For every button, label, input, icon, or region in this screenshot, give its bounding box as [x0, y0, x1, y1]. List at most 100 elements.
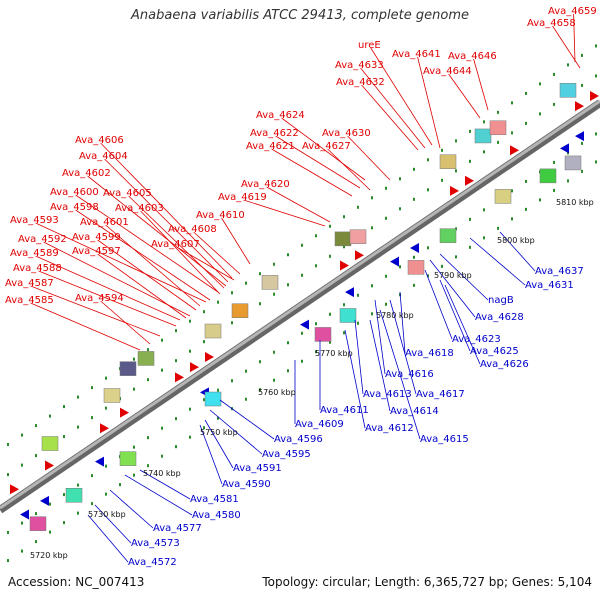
tick-mark [273, 350, 275, 354]
gene-label: Ava_4631 [525, 280, 574, 291]
tick-mark [203, 340, 205, 344]
tick-mark [483, 236, 485, 240]
gene-features [10, 83, 599, 531]
tick-mark [259, 360, 261, 364]
tick-mark [371, 196, 373, 200]
gene-label: Ava_4618 [405, 348, 454, 359]
tick-mark [385, 216, 387, 220]
tick-mark [441, 264, 443, 268]
tick-mark [77, 511, 79, 515]
leader-line [281, 117, 366, 181]
accession-text: Accession: NC_007413 [8, 575, 145, 589]
gene-label: Ava_4622 [250, 128, 299, 139]
tick-mark [77, 425, 79, 429]
leader-line [97, 239, 197, 311]
leader-line [389, 299, 417, 395]
forward-gene [575, 101, 584, 112]
tick-mark [7, 443, 9, 447]
leader-line [30, 302, 141, 351]
leader-line [221, 217, 251, 265]
tick-mark [21, 463, 23, 467]
gene-label: Ava_4581 [190, 494, 239, 505]
gene-label: Ava_4603 [115, 203, 164, 214]
tick-mark [553, 102, 555, 106]
tick-mark [273, 262, 275, 266]
forward-gene [510, 145, 519, 156]
leader-line [354, 319, 364, 395]
tick-mark [567, 63, 569, 67]
tick-mark [329, 224, 331, 228]
tick-mark [357, 293, 359, 297]
tick-mark [343, 215, 345, 219]
gene-label: Ava_4620 [241, 179, 290, 190]
gene-label: Ava_4605 [103, 188, 152, 199]
tick-mark [231, 291, 233, 295]
tick-mark [189, 435, 191, 439]
gene-label: ureE [358, 40, 381, 51]
leader-line [176, 246, 235, 281]
tick-mark [399, 265, 401, 269]
leader-line [30, 285, 161, 337]
gene-label: Ava_4627 [302, 141, 351, 152]
gene-block [474, 128, 492, 144]
leader-line [75, 194, 219, 293]
tick-mark [301, 243, 303, 247]
tick-mark [399, 177, 401, 181]
tick-mark [413, 283, 415, 287]
forward-gene [205, 352, 214, 363]
genome-backbone-highlight [0, 99, 600, 510]
forward-gene [45, 460, 54, 471]
gene-block [494, 189, 512, 204]
kbp-label: 5720 kbp [30, 551, 68, 560]
gene-label: Ava_4608 [168, 224, 217, 235]
leader-line [100, 142, 233, 279]
gene-label: Ava_4572 [128, 557, 177, 568]
label-leaders [30, 13, 581, 563]
gene-label: Ava_4619 [218, 192, 267, 203]
tick-mark [315, 322, 317, 326]
tick-mark [343, 331, 345, 335]
tick-mark [259, 388, 261, 392]
tick-mark [595, 132, 597, 136]
gene-block [204, 323, 222, 339]
tick-mark [175, 329, 177, 333]
gene-block [103, 388, 121, 403]
gene-label: Ava_4630 [322, 128, 371, 139]
tick-mark [77, 395, 79, 399]
leader-line [379, 309, 421, 440]
gene-label: Ava_4659 [548, 6, 597, 17]
gene-label: Ava_4588 [13, 263, 62, 274]
gene-label: Ava_4604 [79, 151, 128, 162]
kbp-label: 5800 kbp [497, 236, 535, 245]
gene-label: Ava_4589 [10, 248, 59, 259]
gene-label: Ava_4658 [527, 18, 576, 29]
tick-mark [259, 302, 261, 306]
gene-label: Ava_4623 [452, 334, 501, 345]
tick-mark [343, 303, 345, 307]
tick-mark [35, 424, 37, 428]
leader-line [105, 224, 201, 307]
leader-line [109, 489, 154, 529]
tick-mark [315, 264, 317, 268]
leader-line [327, 148, 371, 191]
genome-summary: Topology: circular; Length: 6,365,727 bp… [262, 575, 592, 589]
tick-mark [511, 189, 513, 193]
gene-label: Ava_4615 [420, 434, 469, 445]
tick-mark [357, 205, 359, 209]
gene-block [137, 351, 155, 366]
tick-mark [35, 512, 37, 516]
leader-line [448, 73, 481, 119]
tick-mark [161, 368, 163, 372]
leader-line [97, 253, 187, 319]
tick-mark [483, 208, 485, 212]
tick-mark [49, 414, 51, 418]
tick-mark [147, 378, 149, 382]
leader-line [124, 474, 193, 516]
gene-label: Ava_4612 [365, 423, 414, 434]
leader-line [104, 158, 229, 283]
kbp-label: 5750 kbp [200, 428, 238, 437]
tick-mark [203, 398, 205, 402]
tick-mark [315, 350, 317, 354]
tick-mark [595, 44, 597, 48]
gene-label: Ava_4610 [196, 210, 245, 221]
